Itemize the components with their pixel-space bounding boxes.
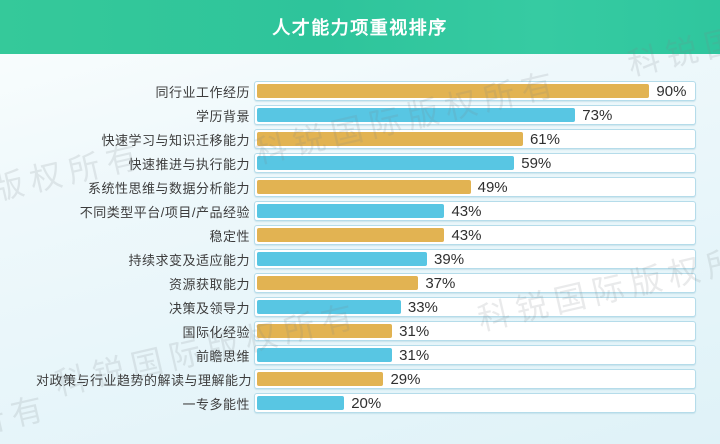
bar-track: 33% bbox=[254, 297, 696, 317]
bar-track: 49% bbox=[254, 177, 696, 197]
bar-fill bbox=[257, 396, 345, 410]
bar-row: 稳定性 43% bbox=[36, 223, 720, 247]
bar-fill bbox=[257, 252, 428, 266]
bar-category-label: 持续求变及适应能力 bbox=[128, 252, 250, 268]
bar-row: 持续求变及适应能力 39% bbox=[36, 247, 720, 271]
bar-track: 73% bbox=[254, 105, 696, 125]
bar-fill bbox=[257, 324, 393, 338]
bar-row: 国际化经验 31% bbox=[36, 319, 720, 343]
bar-fill bbox=[257, 276, 419, 290]
bar-category-label: 学历背景 bbox=[195, 108, 250, 124]
bar-fill bbox=[257, 108, 576, 122]
bar-value-label: 90% bbox=[656, 82, 687, 100]
bar-chart: 同行业工作经历 90% 学历背景 73% 快速学习与知识迁移能力 61% 快速推进与执行能力… bbox=[0, 54, 720, 415]
bar-value-label: 20% bbox=[351, 394, 382, 412]
bar-value-label: 37% bbox=[425, 274, 456, 292]
bar-fill bbox=[257, 348, 393, 362]
bar-row: 决策及领导力 33% bbox=[36, 295, 720, 319]
bar-value-label: 31% bbox=[399, 322, 430, 340]
bar-value-label: 39% bbox=[434, 250, 465, 268]
bar-track: 29% bbox=[254, 369, 696, 389]
bar-row: 前瞻思维 31% bbox=[36, 343, 720, 367]
bar-category-label: 同行业工作经历 bbox=[155, 84, 250, 100]
bar-category-label: 前瞻思维 bbox=[195, 348, 250, 364]
bar-fill bbox=[257, 84, 650, 98]
bar-category-label: 资源获取能力 bbox=[168, 276, 250, 292]
bar-fill bbox=[257, 228, 445, 242]
bar-fill bbox=[257, 132, 523, 146]
bar-value-label: 59% bbox=[521, 154, 552, 172]
bar-track: 59% bbox=[254, 153, 696, 173]
bar-fill bbox=[257, 204, 445, 218]
bar-category-label: 对政策与行业趋势的解读与理解能力 bbox=[36, 372, 253, 388]
bar-track: 90% bbox=[254, 81, 696, 101]
bar-category-label: 一专多能性 bbox=[182, 396, 250, 412]
bar-value-label: 29% bbox=[390, 370, 421, 388]
bar-row: 不同类型平台/项目/产品经验 43% bbox=[36, 199, 720, 223]
bar-track: 43% bbox=[254, 225, 696, 245]
bar-fill bbox=[257, 300, 401, 314]
bar-category-label: 国际化经验 bbox=[182, 324, 250, 340]
bar-track: 20% bbox=[254, 393, 696, 413]
bar-row: 快速推进与执行能力 59% bbox=[36, 151, 720, 175]
bar-track: 43% bbox=[254, 201, 696, 221]
bar-row: 一专多能性 20% bbox=[36, 391, 720, 415]
bar-row: 同行业工作经历 90% bbox=[36, 79, 720, 103]
bar-row: 对政策与行业趋势的解读与理解能力 29% bbox=[36, 367, 720, 391]
bar-value-label: 61% bbox=[529, 130, 560, 148]
bar-fill bbox=[257, 180, 471, 194]
bar-value-label: 43% bbox=[451, 226, 482, 244]
bar-value-label: 49% bbox=[477, 178, 508, 196]
bar-track: 31% bbox=[254, 345, 696, 365]
bar-track: 37% bbox=[254, 273, 696, 293]
bar-category-label: 系统性思维与数据分析能力 bbox=[87, 180, 250, 196]
page-title: 人才能力项重视排序 bbox=[272, 18, 448, 38]
bar-category-label: 决策及领导力 bbox=[168, 300, 250, 316]
bar-track: 39% bbox=[254, 249, 696, 269]
bar-fill bbox=[257, 156, 515, 170]
bar-category-label: 快速推进与执行能力 bbox=[128, 156, 250, 172]
bar-track: 61% bbox=[254, 129, 696, 149]
bar-row: 系统性思维与数据分析能力 49% bbox=[36, 175, 720, 199]
bar-category-label: 稳定性 bbox=[209, 228, 250, 244]
bar-row: 学历背景 73% bbox=[36, 103, 720, 127]
bar-value-label: 73% bbox=[582, 106, 613, 124]
bar-row: 资源获取能力 37% bbox=[36, 271, 720, 295]
bar-value-label: 31% bbox=[399, 346, 430, 364]
bar-fill bbox=[257, 372, 384, 386]
bar-track: 31% bbox=[254, 321, 696, 341]
bar-row: 快速学习与知识迁移能力 61% bbox=[36, 127, 720, 151]
bar-value-label: 43% bbox=[451, 202, 482, 220]
chart-header: 人才能力项重视排序 bbox=[0, 0, 720, 54]
bar-category-label: 快速学习与知识迁移能力 bbox=[101, 132, 250, 148]
bar-category-label: 不同类型平台/项目/产品经验 bbox=[79, 204, 250, 220]
bar-value-label: 33% bbox=[407, 298, 438, 316]
